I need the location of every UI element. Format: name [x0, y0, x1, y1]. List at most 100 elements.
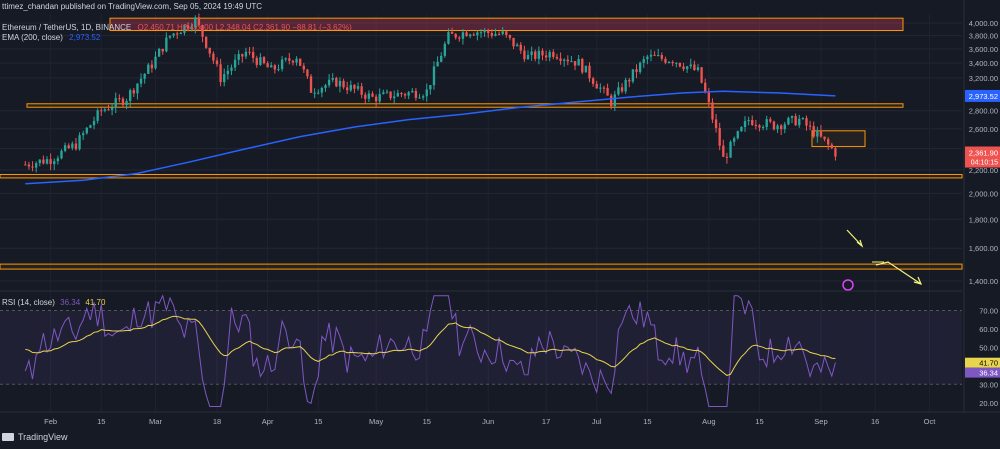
candle-body: [588, 65, 591, 79]
candle-body: [186, 25, 190, 29]
candle-body: [165, 37, 168, 52]
candle-body: [490, 33, 494, 36]
candle-body: [403, 94, 407, 96]
candle-body: [241, 54, 244, 57]
candle-body: [620, 87, 624, 92]
candle-body: [805, 118, 808, 126]
candle-body: [570, 61, 573, 63]
candle-body: [201, 25, 204, 37]
candle-body: [552, 52, 555, 57]
candle-body: [823, 136, 826, 140]
candle-body: [100, 110, 103, 112]
candle-body: [537, 50, 541, 59]
projection-arrows: [842, 229, 923, 291]
rsi-legend[interactable]: RSI (14, close) 36.34 41.70: [2, 298, 105, 307]
time-tick-label: Mar: [149, 417, 162, 426]
candle-body: [374, 96, 378, 102]
time-tick-label: 15: [423, 417, 431, 426]
candle-body: [573, 61, 577, 66]
candle-body: [563, 59, 566, 61]
candle-body: [725, 156, 729, 158]
candle-body: [411, 90, 414, 93]
candle-body: [783, 124, 786, 130]
candle-body: [24, 164, 27, 166]
price-tick-label: 2,800.00: [969, 107, 998, 116]
candle-body: [801, 118, 805, 120]
candlesticks: [24, 13, 837, 173]
candle-body: [288, 58, 291, 61]
price-tick-label: 1,800.00: [969, 215, 998, 224]
candle-body: [718, 128, 721, 146]
candle-body: [602, 87, 606, 89]
candle-body: [751, 119, 754, 125]
candle-body: [599, 87, 602, 89]
rsi-ma-value: 41.70: [85, 298, 106, 307]
candle-body: [248, 51, 251, 53]
candle-body: [671, 61, 674, 64]
candle-body: [414, 90, 418, 98]
candle-body: [302, 65, 305, 70]
candle-body: [280, 59, 284, 70]
candle-body: [559, 58, 562, 61]
candle-body: [172, 33, 175, 36]
candle-body: [233, 59, 237, 68]
price-tick-label: 2,200.00: [969, 166, 998, 175]
candle-body: [204, 36, 208, 48]
candle-body: [628, 79, 631, 82]
candle-body: [794, 116, 797, 126]
candle-body: [787, 117, 790, 125]
ema-value: 2,973.52: [69, 33, 101, 42]
candle-body: [82, 133, 85, 136]
candle-body: [765, 119, 768, 128]
ema-legend[interactable]: EMA (200, close) 2,973.52: [2, 33, 100, 42]
candle-body: [60, 150, 63, 159]
candle-body: [776, 125, 779, 130]
footer-brand: TradingView: [18, 432, 68, 442]
candle-body: [689, 64, 692, 67]
candle-body: [219, 64, 222, 83]
candle-body: [555, 56, 559, 59]
candle-body: [147, 64, 150, 74]
candle-body: [642, 59, 645, 63]
candle-body: [78, 135, 81, 150]
price-tick-label: 3,800.00: [969, 32, 998, 41]
candle-body: [443, 43, 447, 56]
symbol-legend[interactable]: Ethereum / TetherUS, 1D, BINANCE O2,450.…: [2, 23, 352, 32]
candle-body: [675, 62, 678, 64]
candle-body: [360, 86, 363, 95]
candle-body: [544, 55, 548, 58]
candle-body: [769, 119, 772, 122]
time-tick-label: 18: [213, 417, 221, 426]
candle-body: [183, 25, 186, 33]
candle-body: [700, 67, 703, 83]
price-tick-label: 3,200.00: [969, 74, 998, 83]
candle-body: [353, 84, 356, 89]
zone-4: [0, 263, 963, 270]
footer[interactable]: TradingView: [2, 432, 68, 442]
candle-body: [714, 119, 718, 129]
candle-body: [606, 87, 609, 96]
candle-body: [63, 145, 67, 151]
candle-body: [682, 66, 685, 70]
candle-body: [407, 92, 410, 96]
candle-body: [49, 159, 52, 165]
time-tick-label: 15: [97, 417, 105, 426]
last-price-badge: [965, 146, 1000, 168]
candle-body: [758, 125, 761, 128]
candle-body: [161, 48, 164, 52]
rsi-tick-label: 30.00: [979, 380, 998, 389]
candle-body: [67, 145, 70, 149]
grid: [0, 14, 962, 412]
publisher-text: ttimez_chandan published on TradingView.…: [2, 2, 263, 11]
last-price-badge-label: 2,361.90: [969, 149, 998, 158]
candle-body: [581, 58, 584, 73]
candle-body: [432, 66, 436, 86]
candle-body: [306, 69, 309, 77]
rsi-tick-label: 70.00: [979, 306, 998, 315]
candle-body: [649, 54, 653, 57]
candle-body: [711, 102, 714, 120]
zone-0: [109, 17, 904, 32]
candle-body: [251, 52, 255, 58]
